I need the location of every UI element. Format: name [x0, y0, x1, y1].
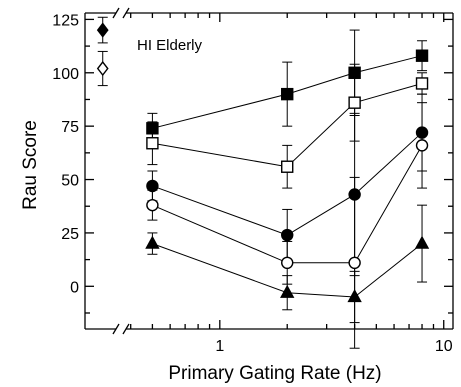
- data-point: [280, 284, 295, 298]
- data-point: [281, 160, 294, 173]
- x-tick-label: 1: [215, 338, 224, 355]
- data-point: [281, 256, 294, 270]
- x-axis-label: Primary Gating Rate (Hz): [168, 363, 381, 384]
- axis-break-mark: [122, 7, 130, 19]
- series-filled-triangle: [145, 204, 430, 324]
- y-tick-label: 75: [61, 119, 79, 136]
- reference-points: [96, 16, 109, 87]
- data-point: [348, 256, 361, 270]
- reference-point: [96, 22, 109, 38]
- y-tick-label: 100: [52, 66, 79, 83]
- data-point: [415, 77, 429, 90]
- y-axis-label: Rau Score: [20, 120, 41, 210]
- series-line: [152, 132, 423, 236]
- data-point: [281, 228, 294, 242]
- x-axis-ticks: 1 10: [130, 13, 453, 355]
- data-point: [347, 289, 362, 303]
- series-open-circle: [146, 102, 429, 349]
- data-point: [414, 235, 430, 249]
- axis-break-mark: [112, 7, 120, 19]
- series-layer: [145, 29, 430, 349]
- y-tick-label: 0: [70, 279, 79, 296]
- data-point: [415, 139, 429, 152]
- y-tick-label: 125: [52, 12, 79, 29]
- x-tick-label: 10: [435, 338, 453, 355]
- series-line: [152, 82, 423, 168]
- reference-point: [96, 60, 109, 77]
- data-point: [146, 137, 159, 150]
- data-point: [415, 49, 429, 62]
- chart-annotation: HI Elderly: [137, 37, 203, 54]
- series-line: [152, 145, 423, 264]
- y-tick-label: 50: [61, 173, 79, 190]
- data-point: [146, 198, 159, 212]
- y-tick-label: 25: [61, 226, 79, 243]
- plot-frame: [84, 7, 454, 335]
- y-axis-ticks: 0 25 50 75 100 125: [52, 12, 453, 314]
- data-point: [281, 87, 294, 101]
- series-line: [152, 243, 423, 298]
- axis-break-mark: [122, 323, 130, 335]
- data-point: [348, 96, 361, 109]
- data-point: [145, 235, 160, 249]
- series-line: [152, 55, 423, 129]
- series-filled-circle: [146, 93, 429, 277]
- axis-break-mark: [112, 323, 120, 335]
